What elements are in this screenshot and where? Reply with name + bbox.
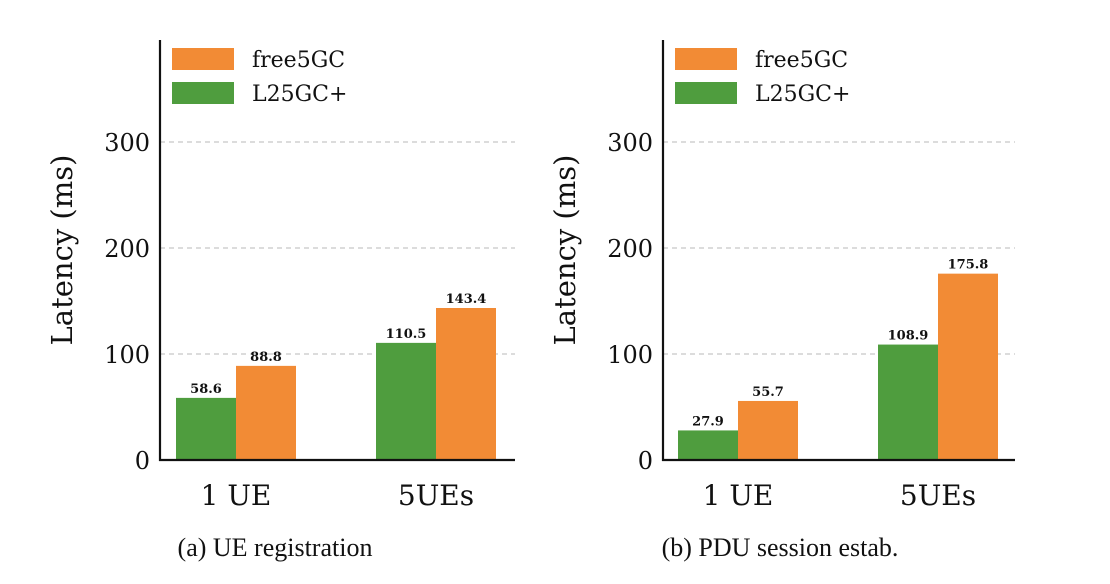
bar-free5gc (436, 307, 496, 460)
legend-label: L25GC+ (755, 82, 850, 107)
x-tick-label: 1 UE (201, 479, 272, 512)
bar-free5gc (938, 273, 998, 460)
y-tick-label: 100 (104, 341, 150, 369)
y-tick-label: 0 (638, 447, 653, 475)
data-label: 108.9 (888, 329, 929, 344)
y-tick-label: 200 (104, 235, 150, 263)
legend-label: L25GC+ (252, 82, 347, 107)
data-label: 88.8 (250, 350, 282, 365)
bar-l25gc (678, 430, 738, 460)
data-label: 143.4 (446, 292, 487, 307)
bar-free5gc (236, 365, 296, 460)
y-tick-label: 0 (135, 447, 150, 475)
chart-panel-2: 27.9 55.7 1 UE 108.9 175.8 5UEs 0 100 200 300 Late… (548, 40, 1015, 562)
legend-label: free5GC (252, 48, 345, 73)
legend-label: free5GC (755, 48, 848, 73)
panel-caption: (a) UE registration (178, 533, 373, 562)
y-tick-label: 300 (104, 129, 150, 157)
y-axis-title: Latency (ms) (45, 155, 79, 346)
x-tick-label: 5UEs (900, 479, 976, 512)
data-label: 58.6 (190, 382, 222, 397)
y-axis-title: Latency (ms) (548, 155, 582, 346)
x-tick-label: 1 UE (703, 479, 774, 512)
data-label: 55.7 (752, 385, 784, 400)
y-tick-label: 300 (607, 129, 653, 157)
legend-swatch (172, 48, 234, 70)
legend-swatch (675, 82, 737, 104)
y-tick-label: 100 (607, 341, 653, 369)
y-tick-label: 200 (607, 235, 653, 263)
bar-l25gc (878, 344, 938, 460)
data-label: 27.9 (692, 414, 724, 429)
panel-caption: (b) PDU session estab. (662, 533, 899, 562)
data-label: 110.5 (386, 327, 427, 342)
bar-l25gc (376, 342, 436, 460)
legend-swatch (172, 82, 234, 104)
bar-free5gc (738, 400, 798, 460)
chart-panel-1: 58.6 88.8 1 UE 110.5 143.4 5UEs 0 100 200 300 Late… (45, 40, 515, 562)
data-label: 175.8 (948, 258, 989, 273)
x-tick-label: 5UEs (398, 479, 474, 512)
bar-l25gc (176, 397, 236, 460)
legend-swatch (675, 48, 737, 70)
